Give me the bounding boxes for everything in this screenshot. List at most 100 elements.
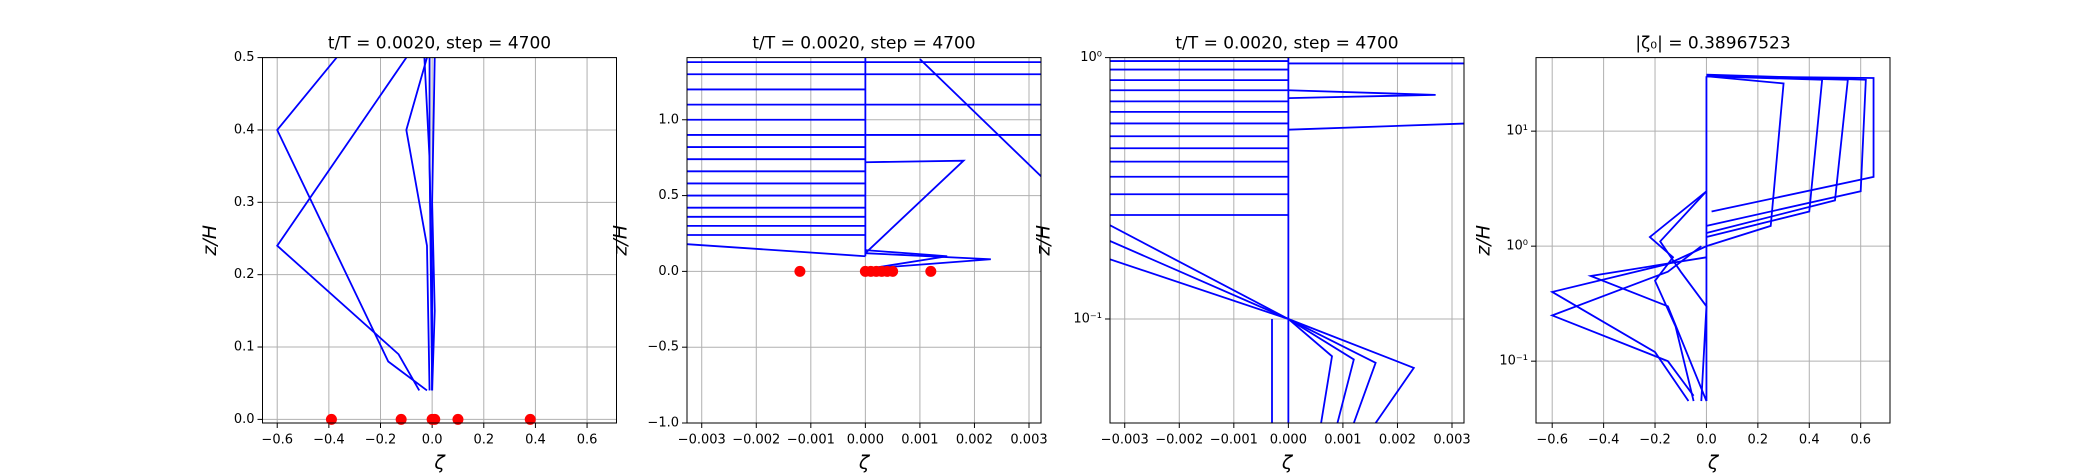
x-tick-label: −0.001 <box>1210 433 1258 448</box>
profile-line <box>865 252 991 270</box>
point <box>887 265 899 277</box>
x-tick-label: 0.6 <box>577 433 598 448</box>
point <box>429 413 441 425</box>
x-tick-label: 0.000 <box>847 433 884 448</box>
profile-line <box>1287 318 1355 423</box>
x-axis-label: ζ <box>1707 452 1720 474</box>
profile-line <box>1706 73 1867 227</box>
profile-line <box>919 58 1041 178</box>
x-tick-label: 0.0 <box>422 433 443 448</box>
y-tick-label: 10⁻¹ <box>1073 311 1102 326</box>
y-tick-label: 0.5 <box>658 188 679 203</box>
x-axis-label: ζ <box>1281 452 1294 474</box>
y-axis-label: z/H <box>610 225 632 257</box>
chart-title: t/T = 0.0020, step = 4700 <box>752 34 975 54</box>
y-tick-label: 10⁰ <box>1080 50 1102 65</box>
y-tick-label: 1.0 <box>658 112 679 127</box>
profile-line <box>687 243 866 258</box>
subplot: −0.6 −0.4 −0.2 0.0 0.2 0.4 0.6 10⁻¹ 10⁰ 10¹ |ζ₀| =… <box>1473 34 1891 474</box>
y-axis-label: z/H <box>199 225 221 257</box>
x-tick-label: 0.003 <box>1433 433 1470 448</box>
y-tick-label: 10⁰ <box>1506 239 1528 254</box>
point <box>452 413 464 425</box>
profile-line <box>864 159 966 254</box>
profile-line <box>431 57 436 391</box>
y-tick-label: 0.4 <box>234 122 255 137</box>
y-tick-label: −0.5 <box>647 340 679 355</box>
x-tick-label: 0.2 <box>1748 433 1769 448</box>
profile-line <box>405 57 431 391</box>
x-tick-label: 0.4 <box>525 433 546 448</box>
x-axis-label: ζ <box>433 452 446 474</box>
profile-line <box>1648 190 1708 402</box>
x-tick-label: −0.2 <box>1639 433 1671 448</box>
y-tick-label: −1.0 <box>647 416 679 431</box>
chart-title: t/T = 0.0020, step = 4700 <box>1175 34 1398 54</box>
plot-area <box>1110 57 1464 423</box>
plot-area <box>687 57 1041 270</box>
y-tick-label: 0.3 <box>234 195 255 210</box>
profile-line <box>1287 318 1333 423</box>
profile-line <box>1549 245 1707 402</box>
profile-line <box>1706 75 1875 213</box>
y-tick-label: 0.0 <box>658 264 679 279</box>
point <box>325 413 337 425</box>
profile-line <box>1288 318 1416 423</box>
x-tick-label: −0.2 <box>365 433 397 448</box>
x-tick-label: 0.0 <box>1696 433 1717 448</box>
point <box>925 265 937 277</box>
axes-frame <box>686 57 1042 424</box>
x-tick-label: −0.6 <box>261 433 293 448</box>
subplot: −0.6 −0.4 −0.2 0.0 0.2 0.4 0.6 0.0 0.1 0.2 0.3 0.4 0… <box>199 34 617 474</box>
x-tick-label: 0.002 <box>1379 433 1416 448</box>
x-tick-label: 0.001 <box>1324 433 1361 448</box>
profile-line <box>1659 190 1708 402</box>
x-tick-label: −0.001 <box>787 433 835 448</box>
profile-line <box>276 57 428 392</box>
profile-line <box>1110 240 1289 320</box>
x-tick-label: −0.003 <box>678 433 726 448</box>
x-axis-label: ζ <box>858 452 871 474</box>
profile-line <box>1549 245 1702 397</box>
axes-frame <box>1535 57 1891 424</box>
y-axis-label: z/H <box>1033 225 1055 257</box>
x-tick-label: 0.003 <box>1010 433 1047 448</box>
profile-line <box>1288 89 1436 99</box>
x-tick-label: 0.2 <box>473 433 494 448</box>
x-tick-label: −0.4 <box>1588 433 1620 448</box>
chart-title: |ζ₀| = 0.38967523 <box>1635 34 1790 54</box>
x-tick-label: −0.002 <box>1155 433 1203 448</box>
x-tick-label: −0.6 <box>1536 433 1568 448</box>
profile-line <box>1288 122 1464 131</box>
profile-line <box>1587 256 1708 402</box>
axes-frame <box>1109 57 1465 424</box>
y-tick-label: 0.5 <box>234 50 255 65</box>
profile-line <box>276 57 421 391</box>
profile-line <box>865 249 948 270</box>
point <box>395 413 407 425</box>
x-tick-label: −0.003 <box>1101 433 1149 448</box>
y-tick-label: 0.1 <box>234 340 255 355</box>
y-tick-label: 10¹ <box>1506 124 1528 139</box>
subplot: −0.003 −0.002 −0.001 0.000 0.001 0.002 0.003 10… <box>1033 34 1471 474</box>
x-tick-label: 0.6 <box>1850 433 1871 448</box>
x-tick-label: 0.000 <box>1270 433 1307 448</box>
profile-line <box>1110 258 1289 320</box>
profile-line <box>423 57 434 391</box>
point <box>794 265 806 277</box>
axes-frame <box>262 57 617 424</box>
subplot: −0.003 −0.002 −0.001 0.000 0.001 0.002 0.003 −1… <box>610 34 1048 474</box>
point <box>524 413 536 425</box>
y-axis-label: z/H <box>1473 225 1495 257</box>
x-tick-label: 0.002 <box>956 433 993 448</box>
x-tick-label: −0.4 <box>313 433 345 448</box>
chart-title: t/T = 0.0020, step = 4700 <box>328 34 551 54</box>
x-tick-label: 0.001 <box>901 433 938 448</box>
profile-line <box>1706 75 1824 238</box>
y-tick-label: 0.0 <box>234 412 255 427</box>
y-tick-label: 10⁻¹ <box>1499 354 1528 369</box>
profile-line <box>1110 224 1289 320</box>
profile-line <box>1287 318 1377 423</box>
profile-line <box>1706 75 1785 248</box>
